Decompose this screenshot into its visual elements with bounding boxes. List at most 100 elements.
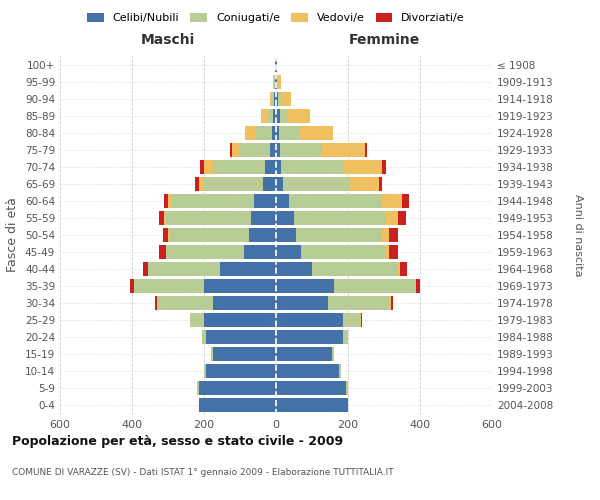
Bar [365, 143, 367, 157]
Bar [275, 75, 276, 89]
Bar [249, 228, 276, 242]
Bar [168, 228, 170, 242]
Bar [159, 211, 164, 225]
Bar [296, 228, 382, 242]
Bar [199, 381, 276, 395]
Bar [276, 160, 281, 174]
Bar [211, 347, 213, 361]
Bar [312, 262, 398, 276]
Bar [328, 296, 389, 310]
Bar [148, 262, 220, 276]
Bar [276, 75, 277, 89]
Bar [202, 330, 206, 344]
Bar [276, 92, 278, 106]
Bar [155, 296, 157, 310]
Text: Popolazione per età, sesso e stato civile - 2009: Popolazione per età, sesso e stato civil… [12, 435, 343, 448]
Bar [263, 177, 276, 191]
Bar [281, 92, 292, 106]
Bar [269, 92, 272, 106]
Bar [391, 296, 393, 310]
Bar [274, 92, 276, 106]
Bar [159, 245, 166, 259]
Bar [170, 228, 249, 242]
Bar [195, 177, 199, 191]
Bar [269, 143, 276, 157]
Bar [344, 160, 382, 174]
Bar [199, 177, 204, 191]
Bar [361, 313, 362, 327]
Bar [265, 160, 276, 174]
Text: Femmine: Femmine [349, 32, 419, 46]
Bar [301, 126, 333, 140]
Bar [204, 279, 276, 293]
Bar [389, 228, 398, 242]
Bar [280, 109, 287, 123]
Bar [400, 262, 407, 276]
Bar [276, 330, 343, 344]
Bar [276, 296, 328, 310]
Bar [343, 330, 348, 344]
Bar [402, 194, 409, 208]
Y-axis label: Anni di nascita: Anni di nascita [573, 194, 583, 276]
Bar [143, 262, 148, 276]
Bar [283, 177, 350, 191]
Bar [276, 262, 312, 276]
Bar [379, 177, 382, 191]
Bar [230, 143, 232, 157]
Bar [277, 75, 278, 89]
Bar [322, 143, 365, 157]
Bar [382, 228, 389, 242]
Bar [279, 126, 301, 140]
Bar [301, 245, 386, 259]
Bar [276, 194, 289, 208]
Bar [206, 364, 276, 378]
Bar [204, 313, 276, 327]
Bar [276, 364, 339, 378]
Bar [213, 347, 276, 361]
Bar [213, 160, 265, 174]
Bar [278, 92, 281, 106]
Bar [204, 177, 263, 191]
Bar [276, 245, 301, 259]
Bar [260, 109, 268, 123]
Bar [276, 313, 343, 327]
Bar [276, 109, 280, 123]
Bar [272, 92, 274, 106]
Bar [220, 262, 276, 276]
Bar [416, 279, 420, 293]
Bar [382, 160, 386, 174]
Bar [346, 381, 348, 395]
Bar [276, 143, 280, 157]
Bar [200, 160, 204, 174]
Bar [213, 296, 276, 310]
Bar [134, 279, 204, 293]
Bar [398, 262, 400, 276]
Bar [251, 211, 276, 225]
Bar [280, 143, 322, 157]
Bar [166, 245, 244, 259]
Bar [244, 245, 276, 259]
Bar [130, 279, 134, 293]
Bar [276, 177, 283, 191]
Legend: Celibi/Nubili, Coniugati/e, Vedovi/e, Divorziati/e: Celibi/Nubili, Coniugati/e, Vedovi/e, Di… [83, 8, 469, 28]
Text: Maschi: Maschi [141, 32, 195, 46]
Bar [276, 211, 294, 225]
Bar [166, 211, 251, 225]
Bar [164, 194, 168, 208]
Bar [276, 381, 346, 395]
Bar [287, 109, 310, 123]
Bar [163, 228, 168, 242]
Bar [157, 296, 213, 310]
Bar [334, 279, 415, 293]
Bar [289, 194, 382, 208]
Bar [275, 58, 276, 72]
Bar [232, 143, 239, 157]
Bar [389, 245, 398, 259]
Bar [272, 126, 276, 140]
Text: COMUNE DI VARAZZE (SV) - Dati ISTAT 1° gennaio 2009 - Elaborazione TUTTITALIA.IT: COMUNE DI VARAZZE (SV) - Dati ISTAT 1° g… [12, 468, 394, 477]
Bar [350, 177, 379, 191]
Bar [332, 347, 334, 361]
Bar [386, 245, 389, 259]
Bar [206, 330, 276, 344]
Bar [278, 75, 281, 89]
